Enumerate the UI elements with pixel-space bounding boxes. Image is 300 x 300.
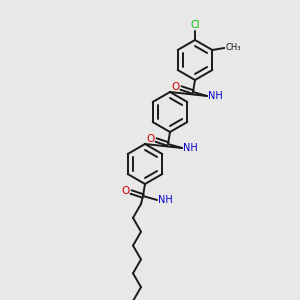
Text: O: O (122, 186, 130, 196)
Text: CH₃: CH₃ (225, 44, 241, 52)
Text: Cl: Cl (190, 20, 200, 30)
Text: O: O (147, 134, 155, 144)
Text: NH: NH (183, 143, 198, 153)
Text: NH: NH (208, 91, 223, 101)
Text: NH: NH (158, 195, 173, 205)
Text: O: O (172, 82, 180, 92)
